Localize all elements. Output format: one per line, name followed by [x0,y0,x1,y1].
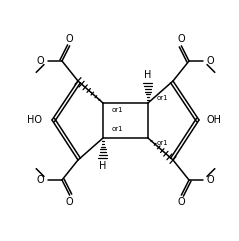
Text: or1: or1 [111,126,123,132]
Text: H: H [144,70,152,80]
Text: O: O [37,175,44,185]
Text: O: O [207,56,214,66]
Text: HO: HO [27,115,42,125]
Text: O: O [178,34,185,44]
Text: or1: or1 [111,107,123,113]
Text: OH: OH [207,115,222,125]
Text: O: O [66,197,73,207]
Text: O: O [66,34,73,44]
Text: or1: or1 [156,95,168,101]
Text: or1: or1 [156,140,168,146]
Text: O: O [207,175,214,185]
Text: O: O [37,56,44,66]
Text: H: H [99,161,107,171]
Text: O: O [178,197,185,207]
